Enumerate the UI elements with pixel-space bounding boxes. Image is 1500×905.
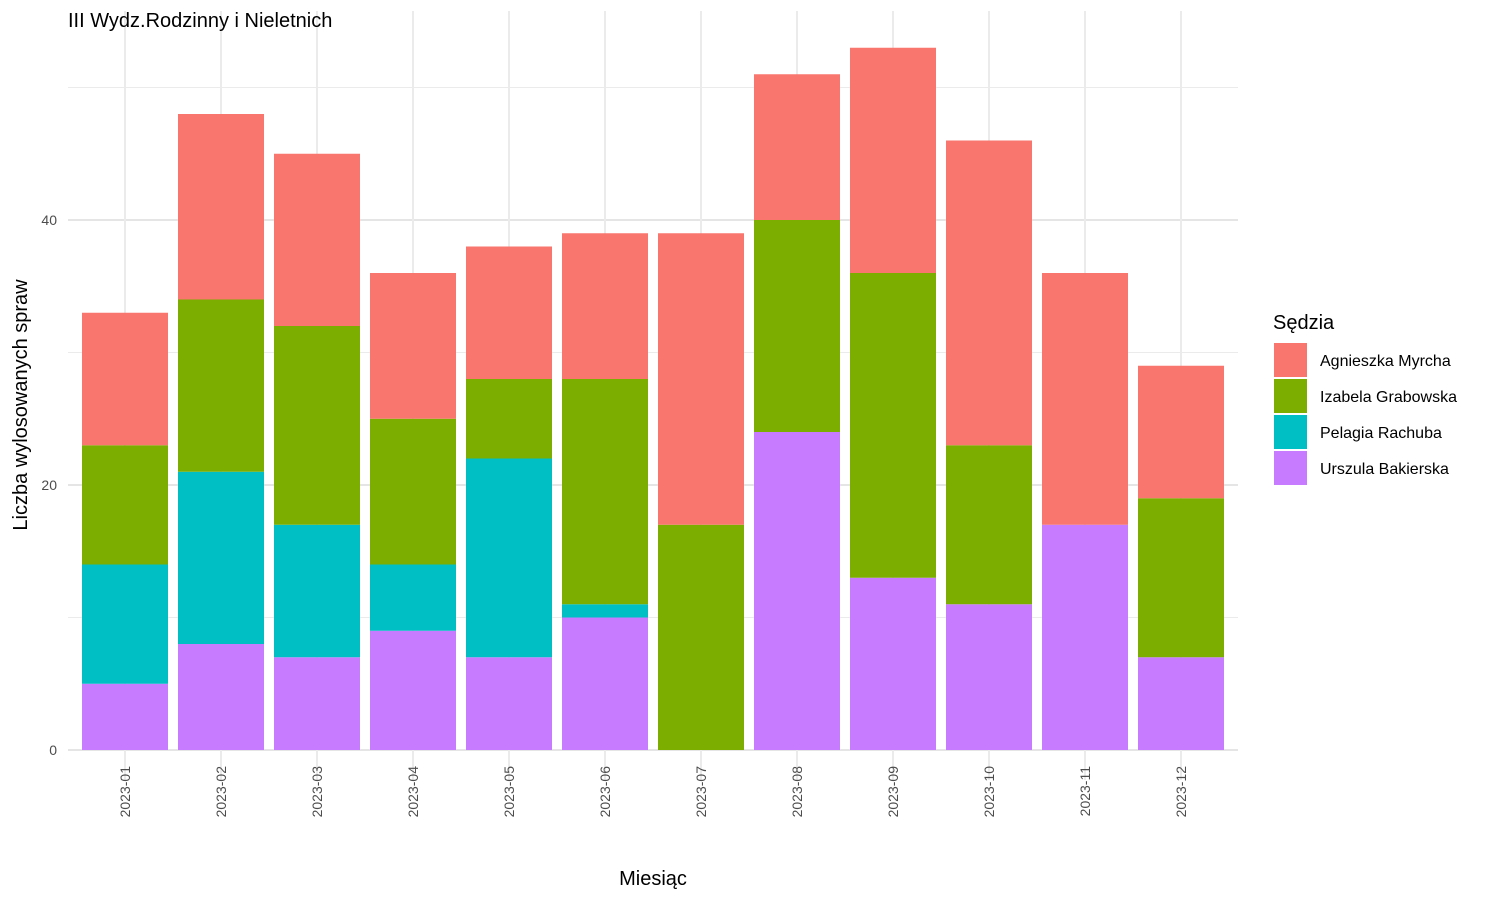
chart-title: III Wydz.Rodzinny i Nieletnich <box>68 10 332 32</box>
legend-swatch <box>1274 379 1307 413</box>
bar-segment <box>562 617 648 750</box>
bar-segment <box>178 471 264 644</box>
y-axis-title: Liczba wylosowanych spraw <box>10 279 32 531</box>
bar-segment <box>1138 498 1224 658</box>
bar-segment <box>562 379 648 605</box>
bar-segment <box>178 644 264 750</box>
bar-segment <box>946 140 1032 446</box>
axes: 0 20 40 2023-01 2023-02 2023-03 2023-04 2023-05… <box>41 212 1189 817</box>
x-tick-label: 2023-01 <box>117 766 133 818</box>
bar-segment <box>562 233 648 379</box>
bars <box>82 47 1224 750</box>
legend-swatch <box>1274 415 1307 449</box>
legend-label: Agnieszka Myrcha <box>1320 353 1451 370</box>
x-tick-label: 2023-09 <box>885 766 901 818</box>
bar-segment <box>466 246 552 379</box>
bar-segment <box>1138 365 1224 499</box>
bar-segment <box>562 604 648 618</box>
x-tick-label: 2023-12 <box>1173 766 1189 818</box>
x-tick-label: 2023-06 <box>597 766 613 818</box>
x-tick-label: 2023-10 <box>981 766 997 818</box>
bar-segment <box>370 630 456 750</box>
bar-segment <box>850 47 936 273</box>
bar-segment <box>754 432 840 750</box>
legend-title: Sędzia <box>1273 312 1335 334</box>
bar-segment <box>658 233 744 525</box>
bar-segment <box>370 273 456 419</box>
bar-segment <box>850 273 936 578</box>
x-tick-label: 2023-11 <box>1077 766 1093 817</box>
x-tick-label: 2023-07 <box>693 766 709 818</box>
bar-segment <box>370 418 456 565</box>
legend: Sędzia Agnieszka Myrcha Izabela Grabowska… <box>1273 312 1457 485</box>
bar-segment <box>1138 657 1224 750</box>
x-axis-title: Miesiąc <box>619 868 687 890</box>
bar-segment <box>946 604 1032 750</box>
bar-segment <box>466 458 552 658</box>
y-tick-label: 40 <box>41 212 57 228</box>
bar-segment <box>466 379 552 459</box>
bar-segment <box>274 657 360 750</box>
x-tick-label: 2023-04 <box>405 766 421 818</box>
bar-segment <box>754 74 840 220</box>
bar-segment <box>370 564 456 631</box>
legend-label: Pelagia Rachuba <box>1320 425 1442 442</box>
bar-segment <box>1042 273 1128 525</box>
x-tick-label: 2023-02 <box>213 766 229 818</box>
bar-segment <box>82 312 168 446</box>
bar-segment <box>946 445 1032 605</box>
legend-swatch <box>1274 343 1307 377</box>
bar-segment <box>466 657 552 750</box>
bar-segment <box>274 326 360 525</box>
x-tick-label: 2023-03 <box>309 766 325 818</box>
bar-segment <box>274 153 360 326</box>
bar-segment <box>274 524 360 658</box>
bar-segment <box>82 564 168 684</box>
x-tick-label: 2023-08 <box>789 766 805 818</box>
bar-segment <box>82 445 168 565</box>
bar-segment <box>82 683 168 750</box>
legend-label: Izabela Grabowska <box>1320 389 1457 406</box>
bar-segment <box>850 577 936 750</box>
legend-label: Urszula Bakierska <box>1320 461 1449 478</box>
bar-segment <box>658 524 744 750</box>
bar-segment <box>178 299 264 472</box>
bar-segment <box>178 114 264 300</box>
x-tick-label: 2023-05 <box>501 766 517 818</box>
legend-swatch <box>1274 451 1307 485</box>
y-tick-label: 20 <box>41 477 57 493</box>
bar-segment <box>754 220 840 432</box>
y-tick-label: 0 <box>49 742 57 758</box>
bar-segment <box>1042 524 1128 750</box>
